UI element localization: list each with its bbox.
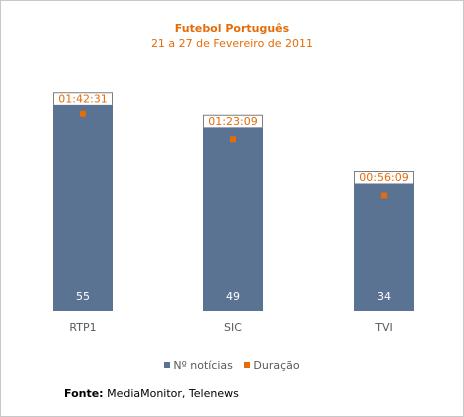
legend-swatch-noticias xyxy=(164,362,171,368)
value-label-sic: 49 xyxy=(226,290,240,303)
bar-tvi xyxy=(354,183,414,311)
duration-label-sic: 01:23:09 xyxy=(208,115,257,128)
chart-legend: Nº notícias Duração xyxy=(1,359,463,372)
legend-swatch-duracao xyxy=(244,362,251,368)
source-note: Fonte: MediaMonitor, Telenews xyxy=(64,387,239,400)
duration-label-rtp1: 01:42:31 xyxy=(58,92,107,105)
value-label-tvi: 34 xyxy=(377,290,391,303)
duration-label-box-rtp1 xyxy=(53,92,113,105)
legend-label-duracao: Duração xyxy=(253,359,300,372)
category-label-tvi: TVI xyxy=(374,321,393,334)
value-label-rtp1: 55 xyxy=(76,290,90,303)
legend-label-noticias: Nº notícias xyxy=(173,359,233,372)
chart-subtitle: 21 a 27 de Fevereiro de 2011 xyxy=(150,37,314,50)
duration-label-box-tvi xyxy=(354,171,414,184)
duration-label-tvi: 00:56:09 xyxy=(359,171,408,184)
source-label: Fonte: xyxy=(64,387,104,400)
source-text: MediaMonitor, Telenews xyxy=(107,387,239,400)
category-label-rtp1: RTP1 xyxy=(69,321,96,334)
category-label-sic: SIC xyxy=(224,321,242,334)
duration-point-rtp1 xyxy=(80,110,86,117)
legend-item-noticias: Nº notícias xyxy=(164,359,233,372)
chart-title: Futebol Português xyxy=(174,22,290,35)
duration-point-tvi xyxy=(381,192,387,199)
legend-item-duracao: Duração xyxy=(244,359,300,372)
bar-rtp1 xyxy=(53,104,113,311)
bar-sic xyxy=(203,127,263,311)
duration-point-sic xyxy=(230,136,236,143)
duration-label-box-sic xyxy=(203,114,263,128)
